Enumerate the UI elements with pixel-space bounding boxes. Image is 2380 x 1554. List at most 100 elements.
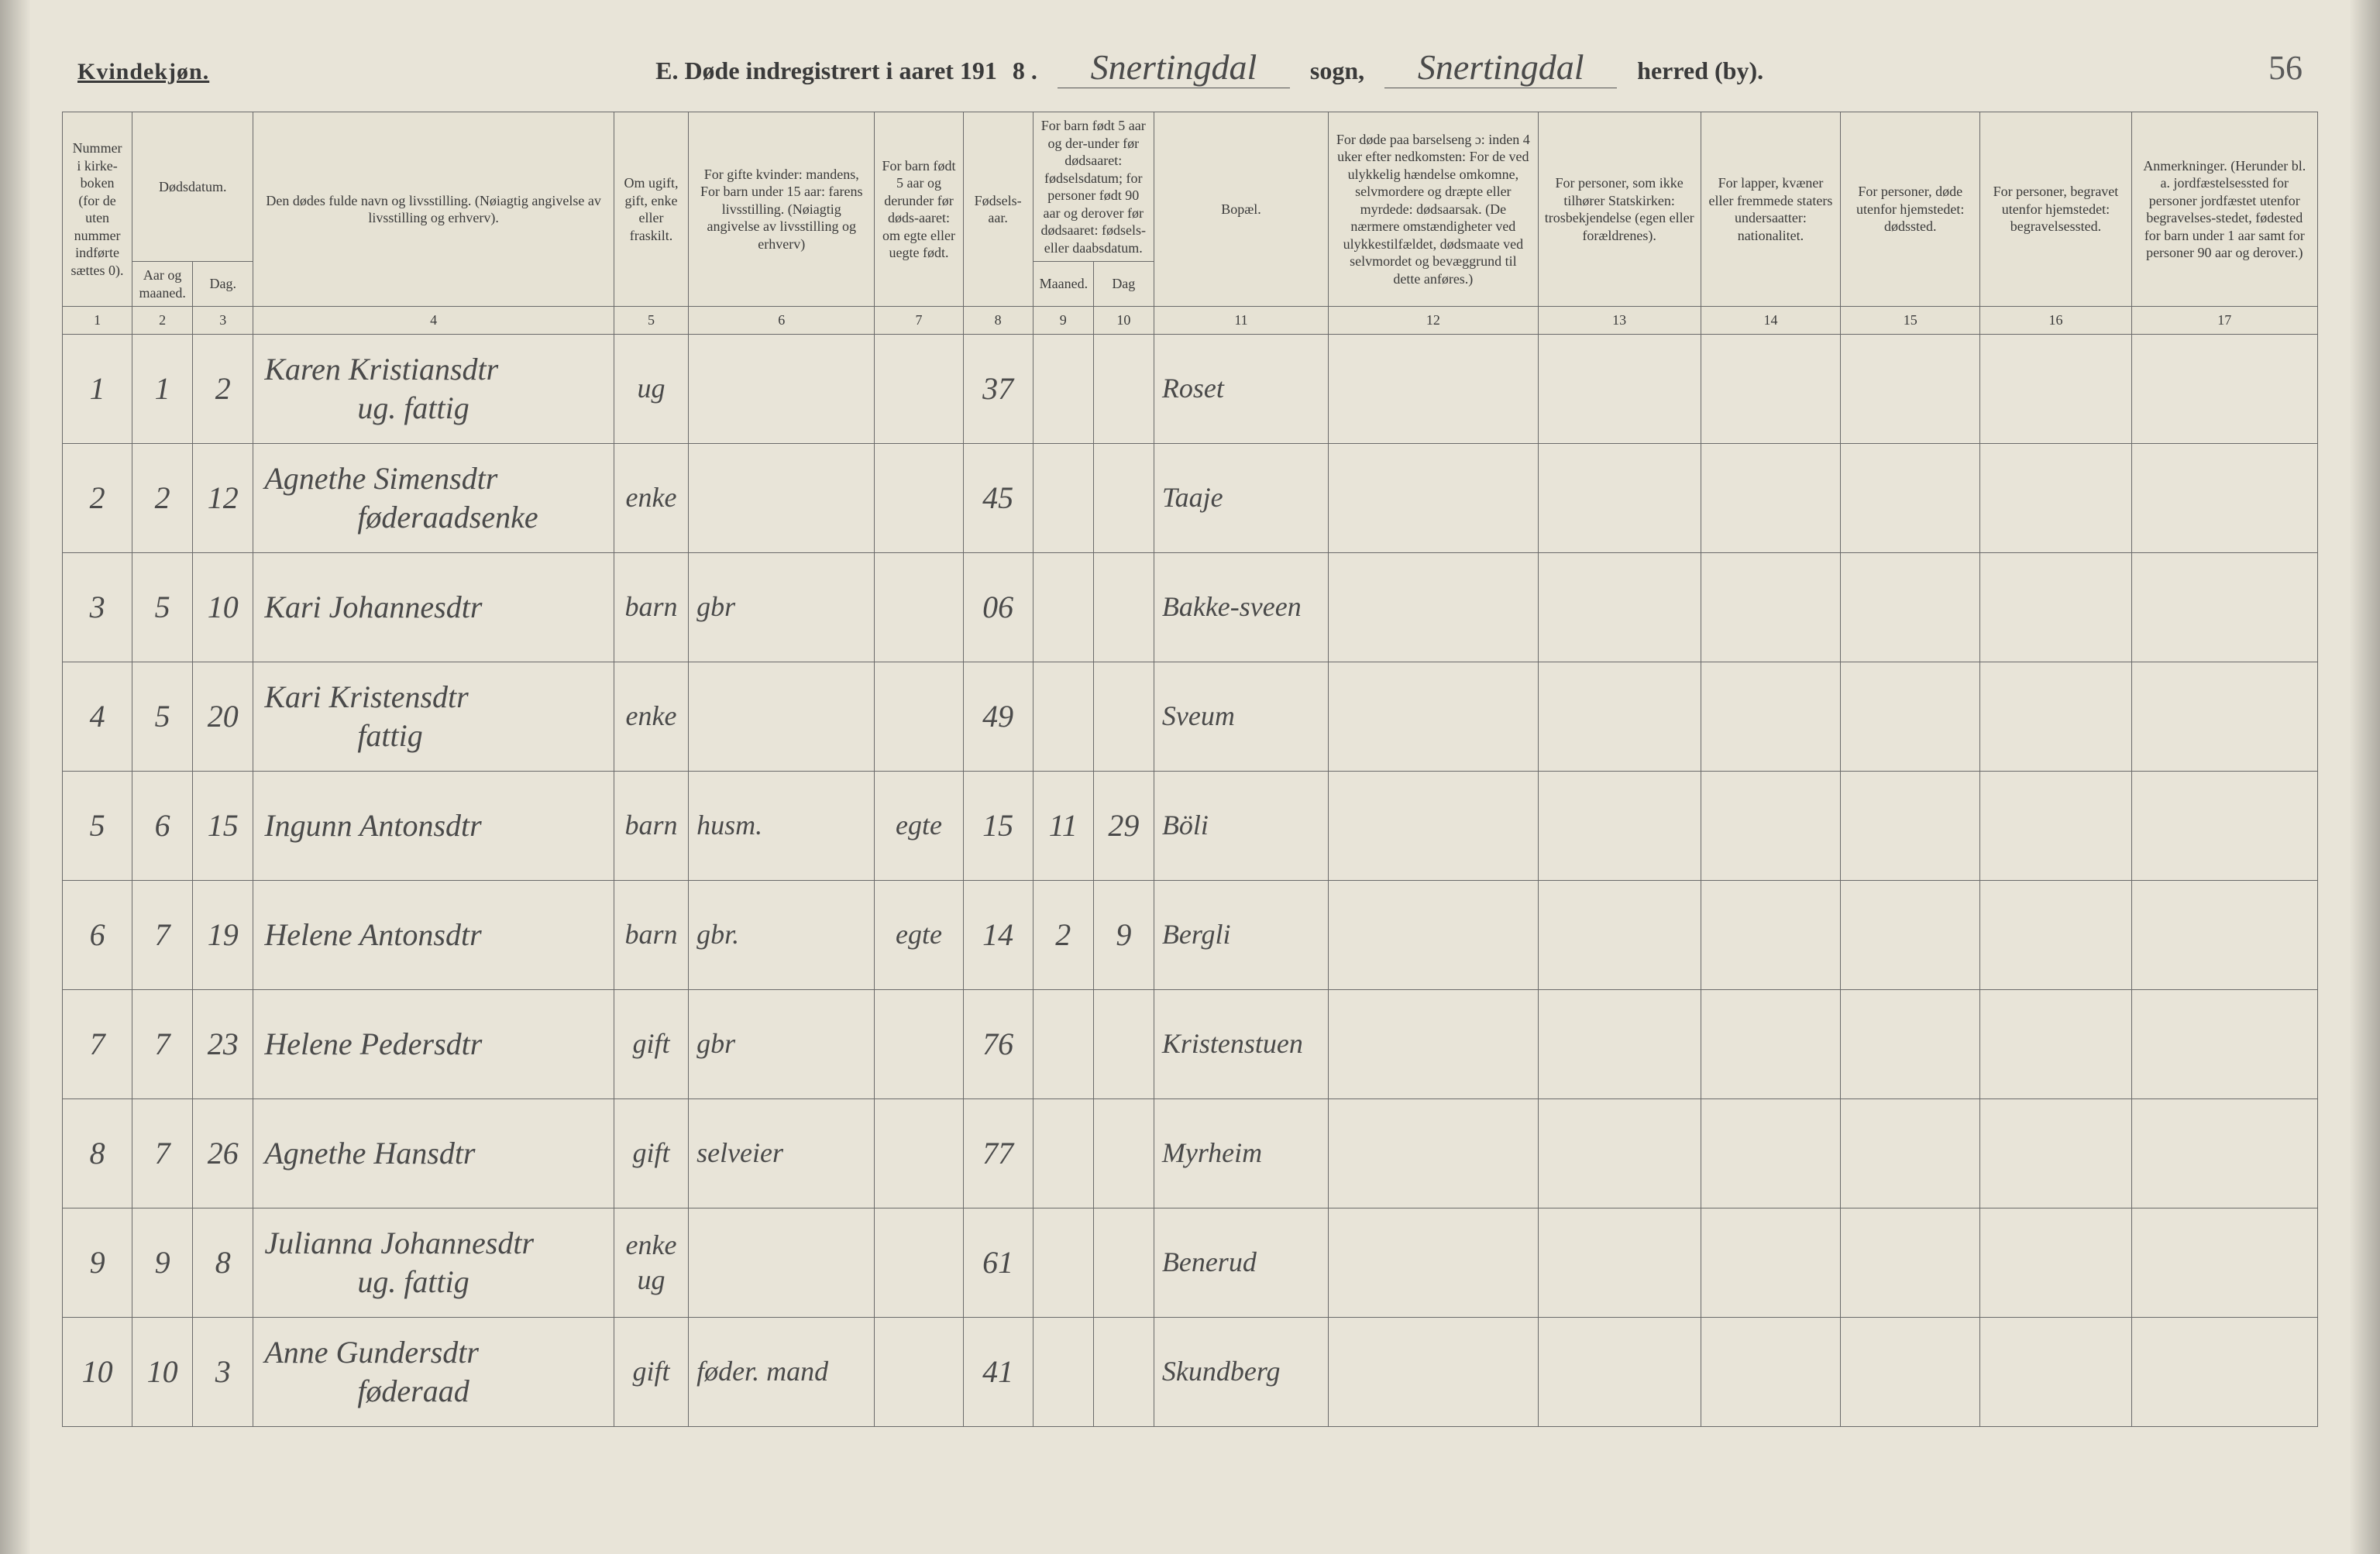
cell-birth-day: 9 (1093, 880, 1154, 989)
cell-confession (1538, 1208, 1701, 1317)
column-number-row: 1 2 3 4 5 6 7 8 9 10 11 12 13 14 15 16 1… (63, 307, 2318, 335)
cell-residence: Sveum (1154, 662, 1328, 771)
cell-nationality (1701, 443, 1840, 552)
cell-day: 15 (193, 771, 253, 880)
cell-month: 1 (132, 334, 193, 443)
cell-birth-year: 61 (963, 1208, 1033, 1317)
gender-label: Kvindekjøn. (77, 59, 209, 85)
cell-residence: Skundberg (1154, 1317, 1328, 1426)
cell-nationality (1701, 552, 1840, 662)
cell-remarks (2131, 1098, 2317, 1208)
cell-day: 20 (193, 662, 253, 771)
colnum: 2 (132, 307, 193, 335)
page-title: E. Døde indregistrert i aaret 1918 . Sne… (209, 46, 2210, 88)
col-header-9b: Dag (1093, 262, 1154, 307)
cell-birth-year: 37 (963, 334, 1033, 443)
cell-birth-month (1033, 989, 1093, 1098)
cell-remarks (2131, 662, 2317, 771)
page-shadow-left (0, 0, 31, 1554)
cell-legitimacy (875, 662, 963, 771)
cell-birth-month (1033, 552, 1093, 662)
colnum: 15 (1841, 307, 1980, 335)
col-header-14: For lapper, kvæner eller fremmede stater… (1701, 112, 1840, 307)
cell-civil-status: gift (614, 1098, 688, 1208)
table-row: 10103Anne Gundersdtrføderaadgiftføder. m… (63, 1317, 2318, 1426)
cell-civil-status: barn (614, 771, 688, 880)
col-header-7: For barn født 5 aar og derunder før døds… (875, 112, 963, 307)
cell-death-place (1841, 989, 1980, 1098)
cell-nationality (1701, 989, 1840, 1098)
col-header-11: Bopæl. (1154, 112, 1328, 307)
cell-legitimacy (875, 1098, 963, 1208)
cell-birth-month (1033, 662, 1093, 771)
cell-birth-day (1093, 662, 1154, 771)
cell-cause (1329, 552, 1538, 662)
cell-month: 2 (132, 443, 193, 552)
cell-residence: Myrheim (1154, 1098, 1328, 1208)
cell-birth-month (1033, 1208, 1093, 1317)
table-row: 5615Ingunn Antonsdtrbarnhusm.egte151129B… (63, 771, 2318, 880)
cell-nationality (1701, 334, 1840, 443)
colnum: 11 (1154, 307, 1328, 335)
col-header-6: For gifte kvinder: mandens, For barn und… (689, 112, 875, 307)
cell-name: Julianna Johannesdtrug. fattig (253, 1208, 614, 1317)
cell-confession (1538, 443, 1701, 552)
cell-death-place (1841, 880, 1980, 989)
cell-number: 9 (63, 1208, 132, 1317)
cell-birth-day (1093, 1208, 1154, 1317)
cell-confession (1538, 662, 1701, 771)
cell-birth-month (1033, 1317, 1093, 1426)
cell-birth-year: 41 (963, 1317, 1033, 1426)
cell-legitimacy (875, 1317, 963, 1426)
cell-birth-year: 76 (963, 989, 1033, 1098)
table-header: Nummer i kirke-boken (for de uten nummer… (63, 112, 2318, 335)
cell-number: 7 (63, 989, 132, 1098)
cell-burial-place (1980, 552, 2131, 662)
cell-death-place (1841, 662, 1980, 771)
cell-cause (1329, 771, 1538, 880)
sogn-handwritten: Snertingdal (1058, 46, 1290, 88)
cell-birth-day (1093, 552, 1154, 662)
cell-remarks (2131, 989, 2317, 1098)
cell-month: 7 (132, 1098, 193, 1208)
cell-day: 23 (193, 989, 253, 1098)
cell-confession (1538, 552, 1701, 662)
colnum: 1 (63, 307, 132, 335)
cell-birth-year: 06 (963, 552, 1033, 662)
col-header-15: For personer, døde utenfor hjemstedet: d… (1841, 112, 1980, 307)
cell-birth-year: 45 (963, 443, 1033, 552)
cell-number: 2 (63, 443, 132, 552)
title-prefix: E. Døde indregistrert i aaret 191 (655, 57, 997, 85)
cell-day: 26 (193, 1098, 253, 1208)
cell-residence: Kristenstuen (1154, 989, 1328, 1098)
cell-burial-place (1980, 334, 2131, 443)
cell-cause (1329, 334, 1538, 443)
cell-cause (1329, 880, 1538, 989)
cell-residence: Böli (1154, 771, 1328, 880)
cell-nationality (1701, 771, 1840, 880)
col-header-4: Den dødes fulde navn og livsstilling. (N… (253, 112, 614, 307)
table-row: 7723Helene Pedersdtrgiftgbr76Kristenstue… (63, 989, 2318, 1098)
herred-label: herred (by). (1637, 57, 1763, 85)
cell-birth-year: 14 (963, 880, 1033, 989)
cell-number: 6 (63, 880, 132, 989)
cell-name: Karen Kristiansdtrug. fattig (253, 334, 614, 443)
cell-residence: Taaje (1154, 443, 1328, 552)
cell-death-place (1841, 334, 1980, 443)
cell-cause (1329, 989, 1538, 1098)
cell-death-place (1841, 552, 1980, 662)
cell-name: Kari Johannesdtr (253, 552, 614, 662)
cell-birth-day (1093, 334, 1154, 443)
cell-death-place (1841, 771, 1980, 880)
register-table: Nummer i kirke-boken (for de uten nummer… (62, 112, 2318, 1427)
colnum: 14 (1701, 307, 1840, 335)
cell-civil-status: gift (614, 1317, 688, 1426)
cell-day: 3 (193, 1317, 253, 1426)
cell-remarks (2131, 443, 2317, 552)
cell-nationality (1701, 880, 1840, 989)
cell-number: 1 (63, 334, 132, 443)
cell-number: 5 (63, 771, 132, 880)
cell-death-place (1841, 1098, 1980, 1208)
col-header-9a: Maaned. (1033, 262, 1093, 307)
cell-burial-place (1980, 1098, 2131, 1208)
